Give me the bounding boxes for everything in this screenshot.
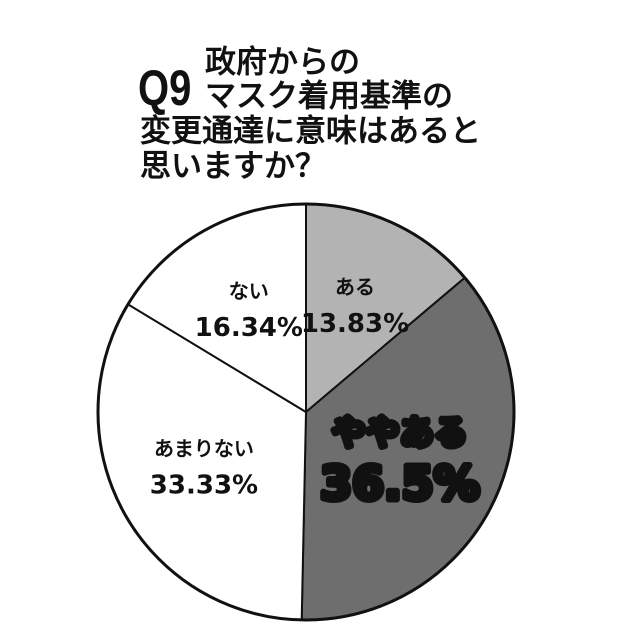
slice-name: ない — [229, 279, 269, 303]
slice-value: 33.33% — [150, 471, 258, 501]
slice-name: ある — [335, 275, 375, 299]
slice-value: 16.34% — [195, 313, 303, 343]
pie-outline — [96, 202, 516, 622]
slice-value: 36.5% — [320, 456, 480, 510]
slice-name: あまりない — [154, 437, 254, 461]
slice-name: ややある — [332, 413, 468, 453]
title-line: 思いますか？ — [140, 149, 326, 185]
question-number: Q9 — [138, 60, 191, 116]
slice-value: 13.83% — [301, 309, 409, 339]
title-line: 変更通達に意味はあると — [140, 114, 481, 150]
title-line: マスク着用基準の — [205, 79, 453, 115]
title-line: 政府からの — [205, 45, 360, 81]
